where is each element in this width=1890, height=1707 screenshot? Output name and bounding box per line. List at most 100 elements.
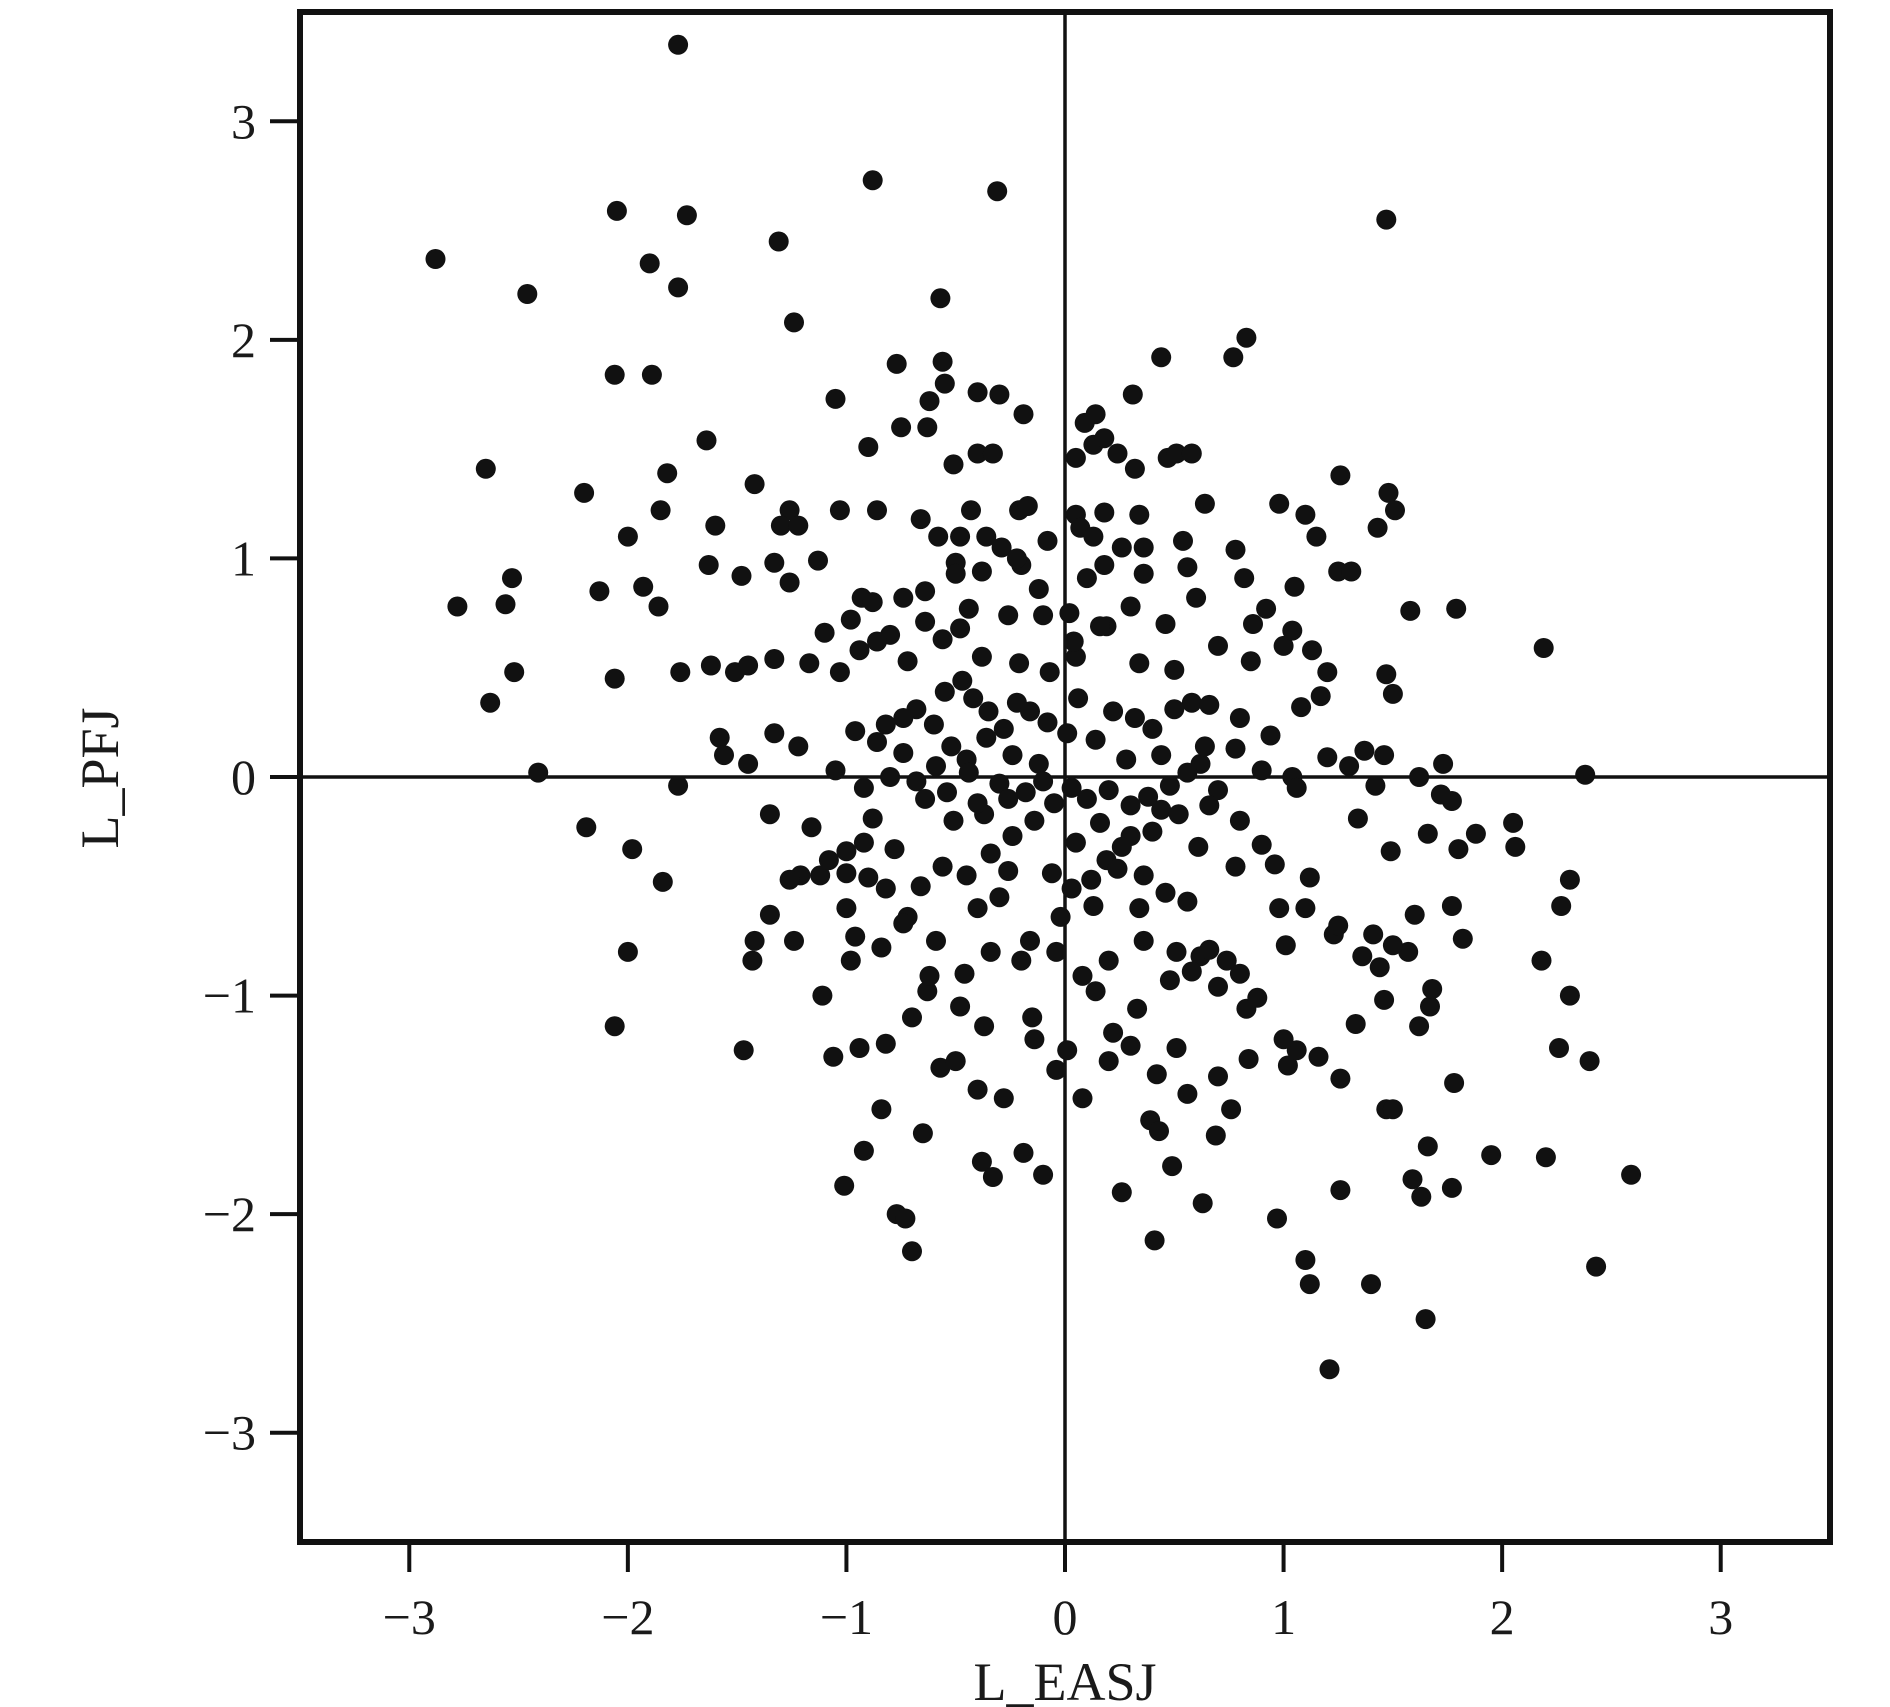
data-point <box>1420 996 1440 1017</box>
data-point <box>801 817 822 838</box>
data-point <box>1481 1145 1502 1166</box>
data-point <box>902 1007 922 1028</box>
data-point <box>668 34 689 55</box>
data-point <box>1328 915 1349 936</box>
data-point <box>1269 493 1290 514</box>
data-point <box>528 762 549 783</box>
data-point <box>1177 557 1198 578</box>
data-point <box>1374 745 1395 766</box>
data-point <box>517 284 538 304</box>
data-point <box>919 965 940 986</box>
data-point <box>1240 651 1261 672</box>
data-point <box>1133 537 1154 558</box>
data-point <box>1243 614 1263 634</box>
data-point <box>447 596 468 617</box>
data-point <box>1181 692 1202 713</box>
data-point <box>945 1051 966 1072</box>
data-point <box>1367 517 1388 538</box>
data-point <box>937 782 957 803</box>
data-point <box>1120 596 1141 617</box>
y-tick-label: 3 <box>231 93 256 149</box>
data-point <box>1382 1099 1403 1120</box>
data-point <box>1186 587 1207 608</box>
data-point <box>657 463 678 484</box>
data-point <box>932 629 953 650</box>
data-point <box>1194 736 1215 757</box>
data-point <box>912 1123 933 1144</box>
data-point <box>1299 867 1320 888</box>
data-point <box>1205 1125 1226 1146</box>
y-tick-label: −1 <box>203 968 256 1024</box>
data-point <box>1120 1035 1141 1056</box>
data-point <box>1155 882 1176 903</box>
data-point <box>1317 662 1338 683</box>
data-point <box>1037 712 1058 733</box>
data-point <box>1083 526 1104 547</box>
data-point <box>475 458 496 479</box>
data-point <box>862 592 883 613</box>
data-point <box>1306 526 1327 547</box>
data-point <box>1559 869 1580 890</box>
data-point <box>1229 708 1250 728</box>
data-point <box>1299 1274 1320 1295</box>
data-point <box>1013 1142 1034 1163</box>
data-point <box>617 526 638 547</box>
data-point <box>895 1208 916 1229</box>
data-point <box>829 662 850 683</box>
data-point <box>1065 646 1086 667</box>
data-point <box>1330 1068 1351 1089</box>
data-point <box>976 727 997 748</box>
data-point <box>875 878 896 899</box>
data-point <box>1621 1164 1642 1185</box>
data-point <box>1011 950 1032 971</box>
data-point <box>825 760 846 781</box>
data-point <box>836 863 857 884</box>
data-point <box>1133 930 1154 951</box>
data-point <box>1065 447 1086 468</box>
data-point <box>1024 1029 1045 1050</box>
data-point <box>764 552 785 573</box>
data-point <box>1376 209 1397 230</box>
data-point <box>1129 898 1150 919</box>
data-point <box>814 622 835 643</box>
data-point <box>950 618 971 639</box>
data-point <box>1302 640 1322 661</box>
data-point <box>495 594 516 615</box>
data-point <box>1310 686 1331 707</box>
data-point <box>652 871 673 892</box>
data-point <box>1151 745 1172 766</box>
data-point <box>1127 998 1148 1019</box>
y-tick-label: −2 <box>203 1186 256 1242</box>
data-point <box>639 253 660 274</box>
data-point <box>834 1175 855 1196</box>
x-tick-label: −3 <box>383 1589 436 1645</box>
data-point <box>1006 548 1027 569</box>
data-point <box>784 930 804 951</box>
data-point <box>926 930 946 951</box>
data-point <box>742 950 763 971</box>
data-point <box>633 576 654 597</box>
data-point <box>574 482 595 503</box>
data-point <box>945 563 966 584</box>
data-point <box>1229 963 1250 984</box>
data-point <box>1308 1046 1329 1067</box>
data-point <box>779 572 800 593</box>
data-point <box>1133 563 1154 584</box>
data-point <box>1076 788 1097 809</box>
data-point <box>982 1167 1003 1187</box>
data-point <box>1061 878 1082 899</box>
data-point <box>1417 1136 1438 1157</box>
data-point <box>961 500 981 521</box>
data-point <box>958 598 979 619</box>
data-point <box>858 867 879 888</box>
data-point <box>779 869 800 890</box>
data-point <box>1417 823 1438 844</box>
data-point <box>1022 1007 1043 1028</box>
data-point <box>1124 708 1145 728</box>
data-point <box>676 205 697 226</box>
data-point <box>504 662 525 683</box>
data-point <box>971 1151 992 1172</box>
data-point <box>1013 404 1034 425</box>
data-point <box>1385 500 1405 521</box>
